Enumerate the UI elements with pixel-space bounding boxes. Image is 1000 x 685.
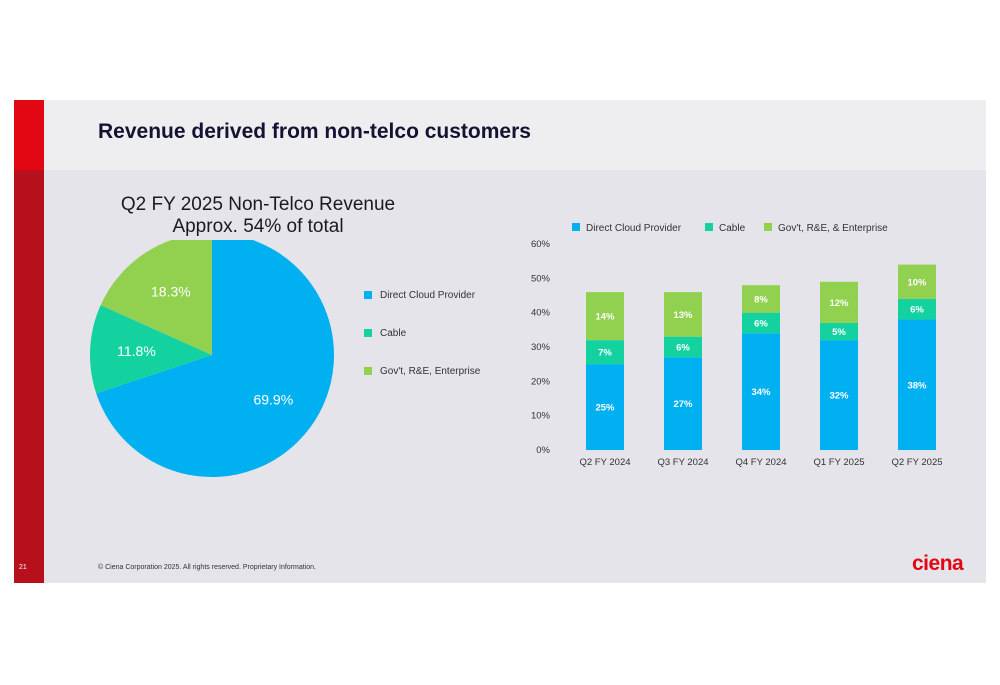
bar-value-label: 12%: [829, 298, 849, 309]
legend-swatch: [364, 329, 372, 337]
bar-value-label: 14%: [595, 312, 615, 323]
header-band: [14, 100, 986, 170]
copyright-footer: © Ciena Corporation 2025. All rights res…: [98, 564, 316, 571]
pie-slice: [90, 305, 212, 394]
pie-slice-label: 11.8%: [117, 343, 156, 359]
bar-segment: [820, 281, 858, 323]
slide: Revenue derived from non-telco customers…: [14, 100, 986, 583]
x-tick-label: Q1 FY 2025: [813, 457, 864, 468]
bar-segment: [742, 333, 780, 450]
bar-segment: [820, 340, 858, 450]
x-tick-label: Q2 FY 2025: [891, 457, 942, 468]
accent-bar-bottom: [14, 170, 44, 583]
bar-segment: [898, 319, 936, 450]
legend-label: Direct Cloud Provider: [586, 223, 682, 234]
x-tick-label: Q3 FY 2024: [657, 457, 708, 468]
bar-value-label: 38%: [907, 380, 927, 391]
legend-label: Cable: [380, 328, 407, 339]
bar-segment: [898, 298, 936, 320]
bar-segment: [664, 357, 702, 450]
bar-value-label: 25%: [595, 403, 615, 414]
bar-segment: [586, 292, 624, 341]
bar-segment: [742, 312, 780, 334]
legend-swatch: [705, 223, 713, 231]
bar-value-label: 10%: [907, 277, 927, 288]
bar-segment: [898, 264, 936, 299]
y-tick-label: 20%: [531, 376, 551, 387]
bar-segment: [742, 285, 780, 313]
legend-swatch: [764, 223, 772, 231]
bar-value-label: 34%: [751, 387, 771, 398]
x-tick-label: Q4 FY 2024: [735, 457, 786, 468]
y-tick-label: 0%: [536, 445, 550, 456]
pie-slice: [96, 240, 334, 477]
y-tick-label: 60%: [531, 239, 551, 250]
bar-value-label: 6%: [910, 305, 924, 316]
slide-title: Revenue derived from non-telco customers: [98, 120, 531, 143]
legend-swatch: [364, 367, 372, 375]
y-tick-label: 10%: [531, 411, 551, 422]
legend-swatch: [364, 291, 372, 299]
legend-label: Gov't, R&E, Enterprise: [380, 366, 481, 377]
pie-slice: [100, 240, 212, 355]
ciena-logo: ciena: [912, 552, 964, 575]
legend-label: Direct Cloud Provider: [380, 290, 476, 301]
legend-swatch: [572, 223, 580, 231]
pie-chart-title: Q2 FY 2025 Non-Telco Revenue Approx. 54%…: [108, 194, 408, 238]
y-tick-label: 50%: [531, 273, 551, 284]
legend-label: Gov't, R&E, & Enterprise: [778, 223, 888, 234]
bar-value-label: 7%: [598, 348, 612, 359]
pie-subtitle-line: Approx. 54% of total: [172, 216, 344, 237]
bar-segment: [820, 322, 858, 341]
stacked-bar-chart: Direct Cloud Provider Cable Gov't, R&E, & …: [531, 223, 943, 468]
pie-slice-label: 18.3%: [151, 284, 191, 300]
bar-segment: [586, 340, 624, 365]
bar-segment: [586, 364, 624, 450]
legend-label: Cable: [719, 223, 746, 234]
bar-value-label: 6%: [754, 318, 768, 329]
accent-bar-top: [14, 100, 44, 170]
bar-value-label: 32%: [829, 391, 849, 402]
bar-segment: [664, 336, 702, 358]
x-tick-label: Q2 FY 2024: [579, 457, 630, 468]
bar-value-label: 5%: [832, 327, 846, 338]
y-tick-label: 30%: [531, 342, 551, 353]
pie-chart: 69.9% 11.8% 18.3% Direct Cloud Provider Cabl…: [90, 240, 481, 477]
bar-value-label: 27%: [673, 399, 693, 410]
bar-segment: [664, 292, 702, 337]
bar-value-label: 6%: [676, 343, 690, 354]
pie-slice-label: 69.9%: [253, 391, 293, 407]
bar-value-label: 13%: [673, 310, 693, 321]
y-tick-label: 40%: [531, 308, 551, 319]
page-number: 21: [19, 564, 27, 571]
pie-title-line: Q2 FY 2025 Non-Telco Revenue: [120, 194, 396, 215]
bar-value-label: 8%: [754, 294, 768, 305]
